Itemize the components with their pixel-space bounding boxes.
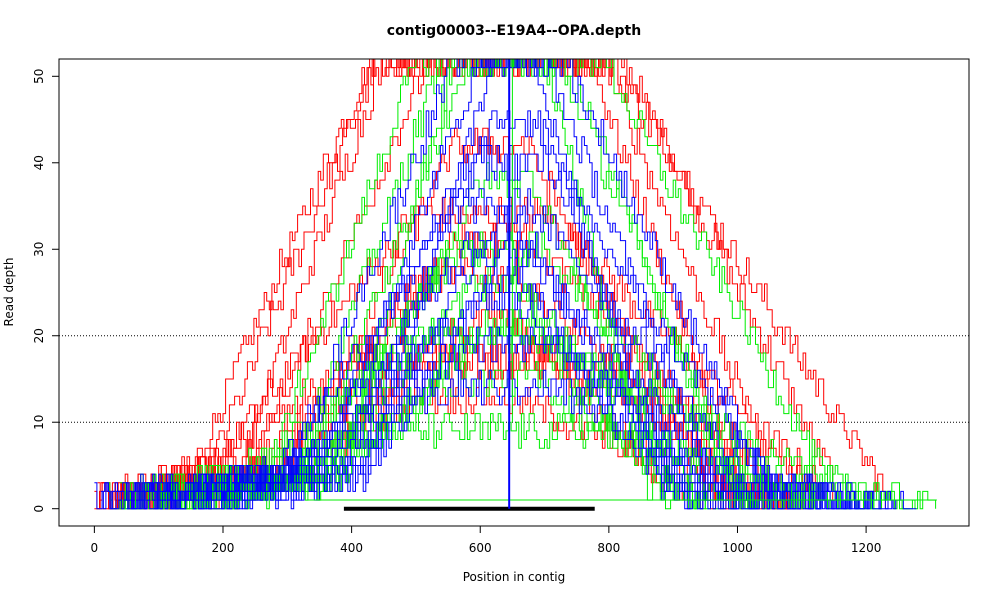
annotations <box>306 59 937 511</box>
plot-frame <box>58 58 970 527</box>
y-axis-label: Read depth <box>2 258 16 327</box>
x-tick-label: 800 <box>597 541 620 555</box>
y-tick-label: 30 <box>32 242 46 257</box>
coverage-trace-red-3 <box>97 196 821 510</box>
x-tick-label: 400 <box>340 541 363 555</box>
y-tick-label: 20 <box>32 328 46 343</box>
y-tick-label: 0 <box>32 505 46 513</box>
chart-title: contig00003--E19A4--OPA.depth <box>387 23 641 39</box>
y-axis: 0 10 20 30 40 50 <box>32 69 59 513</box>
x-axis: 0 200 400 600 800 1000 1200 <box>91 526 882 555</box>
coverage-trace-blue-34 <box>229 257 711 510</box>
coverage-trace-blue-29 <box>165 283 796 510</box>
y-tick-label: 50 <box>32 69 46 84</box>
y-tick-label: 40 <box>32 155 46 170</box>
x-axis-label: Position in contig <box>463 570 566 584</box>
coverage-trace-green-22 <box>120 413 867 510</box>
coverage-traces <box>94 59 937 510</box>
x-tick-label: 600 <box>469 541 492 555</box>
coverage-trace-blue-31 <box>190 326 757 510</box>
x-tick-label: 1000 <box>722 541 753 555</box>
x-tick-label: 1200 <box>851 541 882 555</box>
x-tick-label: 0 <box>91 541 99 555</box>
coverage-trace-red-2 <box>100 59 886 510</box>
x-tick-label: 200 <box>212 541 235 555</box>
coverage-trace-blue-30 <box>178 59 775 510</box>
y-tick-label: 10 <box>32 415 46 430</box>
coverage-trace-blue-26 <box>126 188 853 510</box>
